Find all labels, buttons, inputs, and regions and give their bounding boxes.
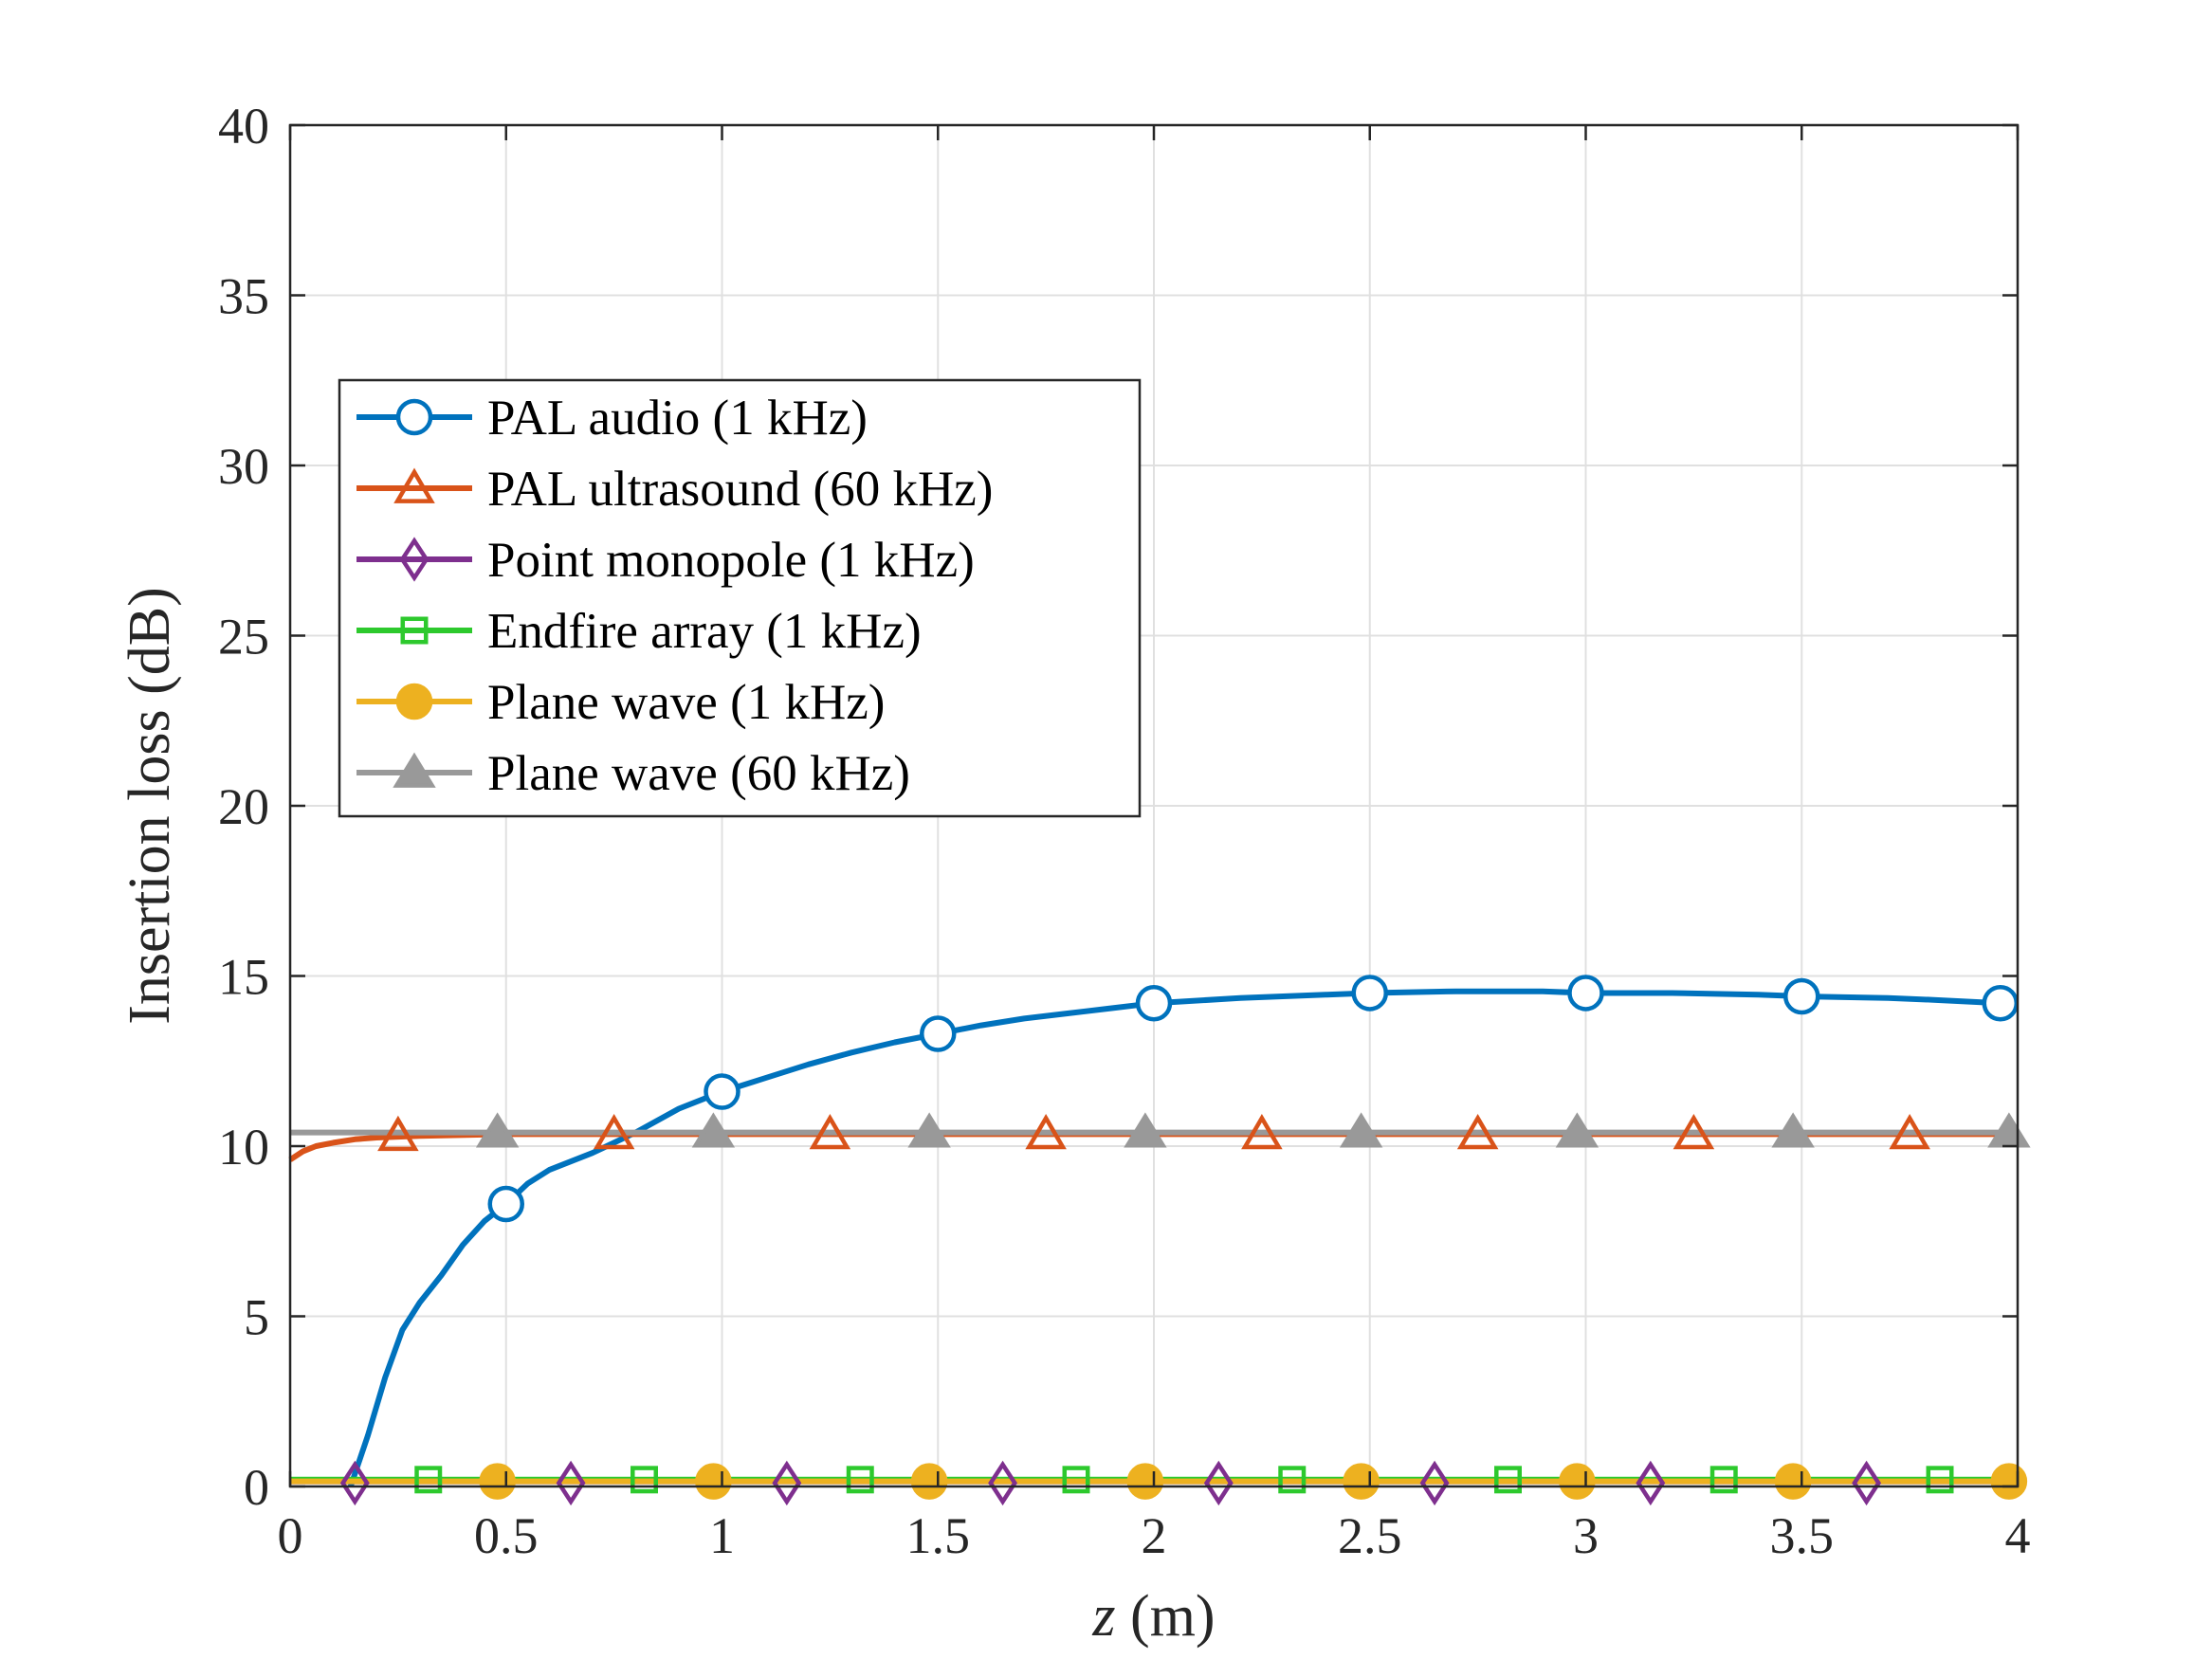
x-tick-label: 3.5: [1770, 1507, 1835, 1564]
x-axis-label: z (m): [1091, 1584, 1215, 1649]
data-point-series-4: [1559, 1463, 1596, 1500]
data-point-series-5: [1124, 1112, 1167, 1148]
y-tick-label: 30: [218, 438, 269, 495]
data-point-series-0: [1135, 984, 1173, 1022]
data-point-series-1: [1673, 1113, 1715, 1150]
data-point-series-2: [339, 1460, 370, 1506]
x-tick-label: 4: [2005, 1507, 2031, 1564]
legend-box: [338, 378, 1142, 818]
data-point-series-1: [593, 1113, 635, 1150]
x-axis-label-unit: (m): [1116, 1584, 1216, 1649]
data-point-series-4: [1774, 1463, 1812, 1500]
data-point-series-1: [1025, 1113, 1067, 1150]
data-point-series-2: [1203, 1460, 1234, 1506]
data-point-series-2: [1419, 1460, 1450, 1506]
data-point-series-4: [479, 1463, 516, 1500]
x-tick-label: 1.5: [906, 1507, 971, 1564]
legend-label: Plane wave (1 kHz): [487, 675, 885, 730]
data-point-series-3: [1926, 1466, 1954, 1494]
data-point-series-1: [1889, 1113, 1930, 1150]
legend-label: PAL audio (1 kHz): [487, 391, 868, 446]
y-tick-label: 5: [244, 1289, 269, 1346]
data-point-series-4: [695, 1463, 732, 1500]
data-point-series-2: [988, 1460, 1018, 1506]
data-point-series-4: [910, 1463, 948, 1500]
data-point-series-5: [907, 1112, 951, 1148]
legend-swatch-marker: [400, 616, 429, 645]
data-point-series-2: [772, 1460, 802, 1506]
data-point-series-3: [1709, 1466, 1738, 1494]
data-point-series-4: [1990, 1463, 2028, 1500]
x-tick-label: 0: [278, 1507, 303, 1564]
data-point-series-3: [1278, 1466, 1307, 1494]
data-point-series-2: [1636, 1460, 1666, 1506]
legend-label: Endfire array (1 kHz): [487, 604, 922, 659]
data-point-series-5: [1771, 1112, 1815, 1148]
data-point-series-1: [1456, 1113, 1499, 1150]
data-point-series-5: [1555, 1112, 1600, 1148]
x-tick-label: 2.5: [1338, 1507, 1402, 1564]
legend-swatch-marker: [395, 683, 433, 720]
legend-swatch-marker: [395, 398, 433, 436]
data-point-series-2: [556, 1460, 586, 1506]
data-point-series-0: [1351, 975, 1388, 1012]
legend-label: Point monopole (1 kHz): [487, 533, 975, 588]
data-point-series-3: [631, 1466, 659, 1494]
axis-ticks: [288, 123, 2020, 1488]
data-point-series-1: [809, 1113, 851, 1150]
x-tick-label: 2: [1142, 1507, 1167, 1564]
x-tick-label: 1: [709, 1507, 735, 1564]
y-axis-label: Insertion loss (dB): [118, 587, 182, 1025]
data-point-series-0: [920, 1015, 957, 1052]
legend-entries: PAL audio (1 kHz) PAL ultrasound (60 kHz)…: [356, 391, 993, 801]
legend-label: Plane wave (60 kHz): [487, 746, 910, 801]
legend: PAL audio (1 kHz) PAL ultrasound (60 kHz)…: [338, 378, 1142, 818]
data-point-series-0: [1982, 984, 2020, 1022]
data-point-series-5: [475, 1112, 520, 1148]
data-point-series-1: [1241, 1113, 1283, 1150]
x-tick-label: 0.5: [474, 1507, 539, 1564]
data-point-series-5: [691, 1112, 736, 1148]
data-point-series-3: [846, 1466, 874, 1494]
data-point-series-1: [377, 1115, 419, 1152]
y-tick-label: 0: [244, 1459, 269, 1516]
data-point-series-5: [1339, 1112, 1383, 1148]
y-tick-label: 10: [218, 1119, 269, 1176]
data-point-series-2: [1852, 1460, 1882, 1506]
y-tick-label: 20: [218, 778, 269, 835]
legend-label: PAL ultrasound (60 kHz): [487, 462, 993, 517]
y-tick-label: 35: [218, 268, 269, 325]
data-point-series-3: [1494, 1466, 1523, 1494]
data-point-series-3: [1062, 1466, 1090, 1494]
data-point-series-4: [1343, 1463, 1380, 1500]
y-tick-label: 15: [218, 949, 269, 1006]
x-tick-label: 3: [1573, 1507, 1599, 1564]
x-axis-label-variable: z: [1091, 1584, 1115, 1649]
data-point-series-4: [1126, 1463, 1164, 1500]
y-tick-label: 40: [218, 98, 269, 155]
legend-swatch-marker: [399, 537, 430, 582]
data-point-series-3: [414, 1466, 443, 1494]
data-point-series-0: [704, 1073, 740, 1110]
legend-swatch-marker: [393, 467, 435, 503]
data-point-series-0: [487, 1185, 524, 1223]
legend-swatch-marker: [393, 752, 436, 788]
y-tick-label: 25: [218, 609, 269, 665]
data-point-series-0: [1783, 977, 1820, 1015]
data-point-series-0: [1567, 975, 1604, 1012]
